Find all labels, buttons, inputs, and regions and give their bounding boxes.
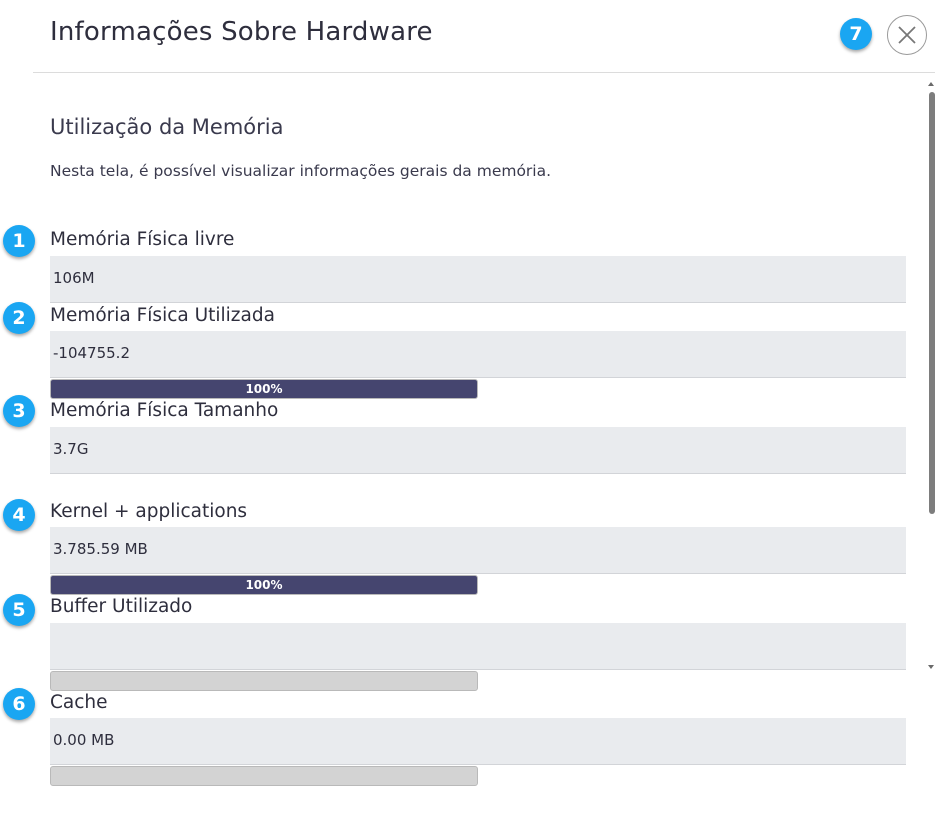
kernel-applications-progress-text: 100% — [245, 578, 283, 592]
scrollbar-thumb[interactable] — [929, 92, 935, 514]
used-memory-progress-fill — [51, 380, 477, 398]
dialog-title: Informações Sobre Hardware — [50, 17, 433, 47]
badge-5: 5 — [3, 594, 35, 626]
used-memory-value: -104755.2 — [53, 344, 130, 362]
kernel-applications-field: 3.785.59 MB — [50, 527, 906, 574]
section-title: Utilização da Memória — [50, 115, 284, 139]
close-button[interactable] — [887, 15, 927, 55]
free-memory-field: 106M — [50, 256, 906, 303]
badge-4: 4 — [3, 499, 35, 531]
cache-label: Cache — [50, 692, 108, 713]
kernel-applications-value: 3.785.59 MB — [53, 540, 148, 558]
buffer-used-progress-text — [51, 672, 477, 690]
scroll-up-arrow-icon[interactable] — [928, 82, 934, 86]
badge-3: 3 — [3, 395, 35, 427]
memory-size-label: Memória Física Tamanho — [50, 400, 279, 421]
cache-progress-text — [51, 767, 477, 785]
used-memory-progress-bar: 100% — [50, 379, 478, 399]
badge-6: 6 — [3, 688, 35, 720]
kernel-applications-progress-fill — [51, 576, 477, 594]
badge-1: 1 — [3, 225, 35, 257]
badge-2: 2 — [3, 302, 35, 334]
used-memory-field: -104755.2 — [50, 331, 906, 378]
cache-field: 0.00 MB — [50, 718, 906, 765]
badge-7: 7 — [840, 18, 872, 50]
used-memory-label: Memória Física Utilizada — [50, 305, 275, 326]
free-memory-value: 106M — [53, 269, 95, 287]
close-icon — [898, 26, 916, 44]
buffer-used-progress-bar — [50, 671, 478, 691]
buffer-used-field — [50, 623, 906, 670]
used-memory-progress-text: 100% — [245, 382, 283, 396]
section-description: Nesta tela, é possível visualizar inform… — [50, 162, 552, 180]
memory-size-value: 3.7G — [53, 440, 89, 458]
buffer-used-label: Buffer Utilizado — [50, 596, 193, 617]
header-divider — [33, 72, 935, 73]
memory-size-field: 3.7G — [50, 427, 906, 474]
kernel-applications-progress-bar: 100% — [50, 575, 478, 595]
cache-progress-bar — [50, 766, 478, 786]
scroll-down-arrow-icon[interactable] — [928, 665, 934, 669]
cache-value: 0.00 MB — [53, 731, 115, 749]
free-memory-label: Memória Física livre — [50, 229, 235, 250]
kernel-applications-label: Kernel + applications — [50, 501, 248, 522]
